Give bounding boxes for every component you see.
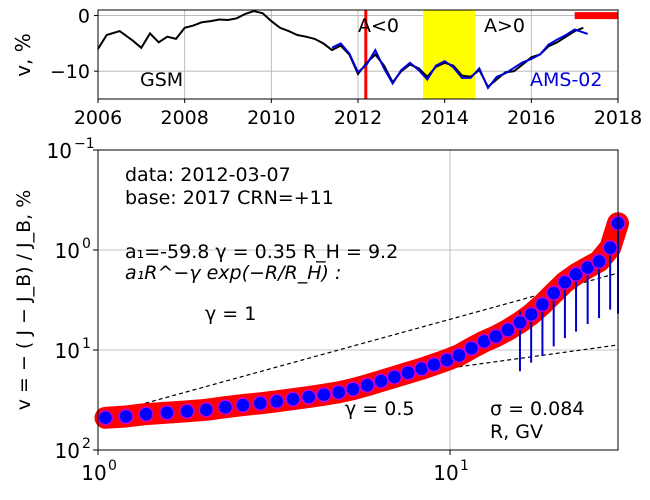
data-point bbox=[591, 253, 607, 270]
top-y-tick-label: 0 bbox=[78, 6, 90, 28]
a-positive-label: A>0 bbox=[484, 15, 525, 37]
data-point bbox=[568, 266, 584, 283]
bottom-panel: 10 0 10 110 −110 010 110 2 v = − ( J − J_B) / J… bbox=[13, 136, 629, 485]
bottom-y-tick-label: 10 bbox=[55, 239, 80, 263]
data-point bbox=[451, 347, 467, 364]
data-point bbox=[235, 397, 251, 413]
bottom-x-tick-label: 10 bbox=[81, 461, 106, 485]
a-negative-label: A<0 bbox=[358, 15, 399, 37]
top-panel: 2006 2008 2010 2012 2014 2016 2018 0 −10 v, % GS… bbox=[11, 6, 642, 129]
data-point bbox=[488, 328, 504, 345]
bottom-y-tick-exponent: 2 bbox=[82, 436, 91, 452]
bottom-xlabel: R, GV bbox=[490, 421, 543, 443]
top-x-tick-label: 2008 bbox=[160, 107, 208, 129]
bottom-x-tick-exponent: 1 bbox=[460, 458, 469, 474]
bottom-y-tick-exponent: 1 bbox=[82, 336, 91, 352]
data-point bbox=[179, 403, 195, 420]
top-x-tick-label: 2018 bbox=[594, 107, 642, 129]
bottom-x-tick-label: 10 bbox=[433, 461, 458, 485]
data-point bbox=[534, 296, 551, 313]
ams-label: AMS-02 bbox=[530, 69, 602, 91]
data-point bbox=[602, 240, 618, 256]
top-x-tick-label: 2012 bbox=[334, 107, 382, 129]
data-point bbox=[118, 408, 134, 425]
top-x-tick-label: 2016 bbox=[507, 107, 555, 129]
bottom-ticks: 10 0 10 110 −110 010 110 2 bbox=[47, 136, 469, 485]
data-point bbox=[198, 402, 214, 418]
data-point bbox=[426, 356, 442, 373]
top-x-tick-label: 2010 bbox=[247, 107, 295, 129]
data-point bbox=[217, 399, 234, 415]
data-point bbox=[463, 340, 480, 356]
top-shading bbox=[364, 10, 618, 99]
data-date-annotation: data: 2012-03-07 bbox=[125, 164, 291, 186]
data-point bbox=[512, 314, 528, 331]
gamma-1-label: γ = 1 bbox=[205, 303, 256, 325]
data-point bbox=[345, 381, 361, 397]
bottom-frame bbox=[97, 149, 619, 451]
data-point bbox=[331, 384, 347, 401]
data-point bbox=[269, 393, 285, 410]
bottom-y-tick-label: 10 bbox=[55, 439, 80, 463]
base-annotation: base: 2017 CRN=+11 bbox=[125, 187, 334, 209]
data-point bbox=[97, 410, 114, 426]
fit-parameters: a₁=-59.8 γ = 0.35 R_H = 9.2 bbox=[125, 241, 398, 263]
data-point bbox=[359, 377, 376, 393]
data-point bbox=[523, 306, 539, 323]
bottom-y-tick-label: 10 bbox=[47, 139, 72, 163]
data-point bbox=[386, 369, 403, 385]
data-point bbox=[301, 389, 317, 405]
data-point bbox=[557, 274, 573, 290]
data-point bbox=[545, 285, 562, 301]
data-point bbox=[138, 406, 154, 422]
data-point bbox=[373, 373, 389, 389]
reference-line-gamma bbox=[97, 272, 619, 417]
bottom-y-tick-exponent: 0 bbox=[82, 236, 91, 252]
reversal-period-band bbox=[423, 10, 475, 99]
bottom-y-tick-exponent: −1 bbox=[74, 136, 95, 152]
ams-series-line bbox=[331, 28, 589, 90]
data-point bbox=[159, 404, 175, 421]
gamma-05-label: γ = 0.5 bbox=[345, 398, 414, 420]
fit-formula: a₁R^−γ exp(−R/R_H) : bbox=[125, 262, 341, 284]
data-point bbox=[400, 365, 416, 381]
top-x-tick-label: 2014 bbox=[420, 107, 468, 129]
data-point bbox=[500, 322, 516, 338]
bottom-x-tick-exponent: 0 bbox=[108, 458, 117, 474]
top-ylabel: v, % bbox=[11, 33, 35, 77]
bottom-y-tick-label: 10 bbox=[55, 339, 80, 363]
data-point bbox=[316, 386, 332, 403]
top-ticks: 2006 2008 2010 2012 2014 2016 2018 0 −10 bbox=[50, 6, 642, 129]
data-points bbox=[97, 215, 626, 426]
bottom-ylabel: v = − ( J − J_B) / J_B, % bbox=[13, 190, 35, 411]
top-x-tick-label: 2006 bbox=[74, 107, 122, 129]
data-point bbox=[252, 395, 269, 412]
top-y-tick-label: −10 bbox=[50, 61, 90, 83]
sigma-label: σ = 0.084 bbox=[490, 398, 584, 420]
top-series bbox=[97, 10, 589, 90]
gsm-label: GSM bbox=[140, 69, 183, 91]
data-point bbox=[285, 391, 301, 407]
